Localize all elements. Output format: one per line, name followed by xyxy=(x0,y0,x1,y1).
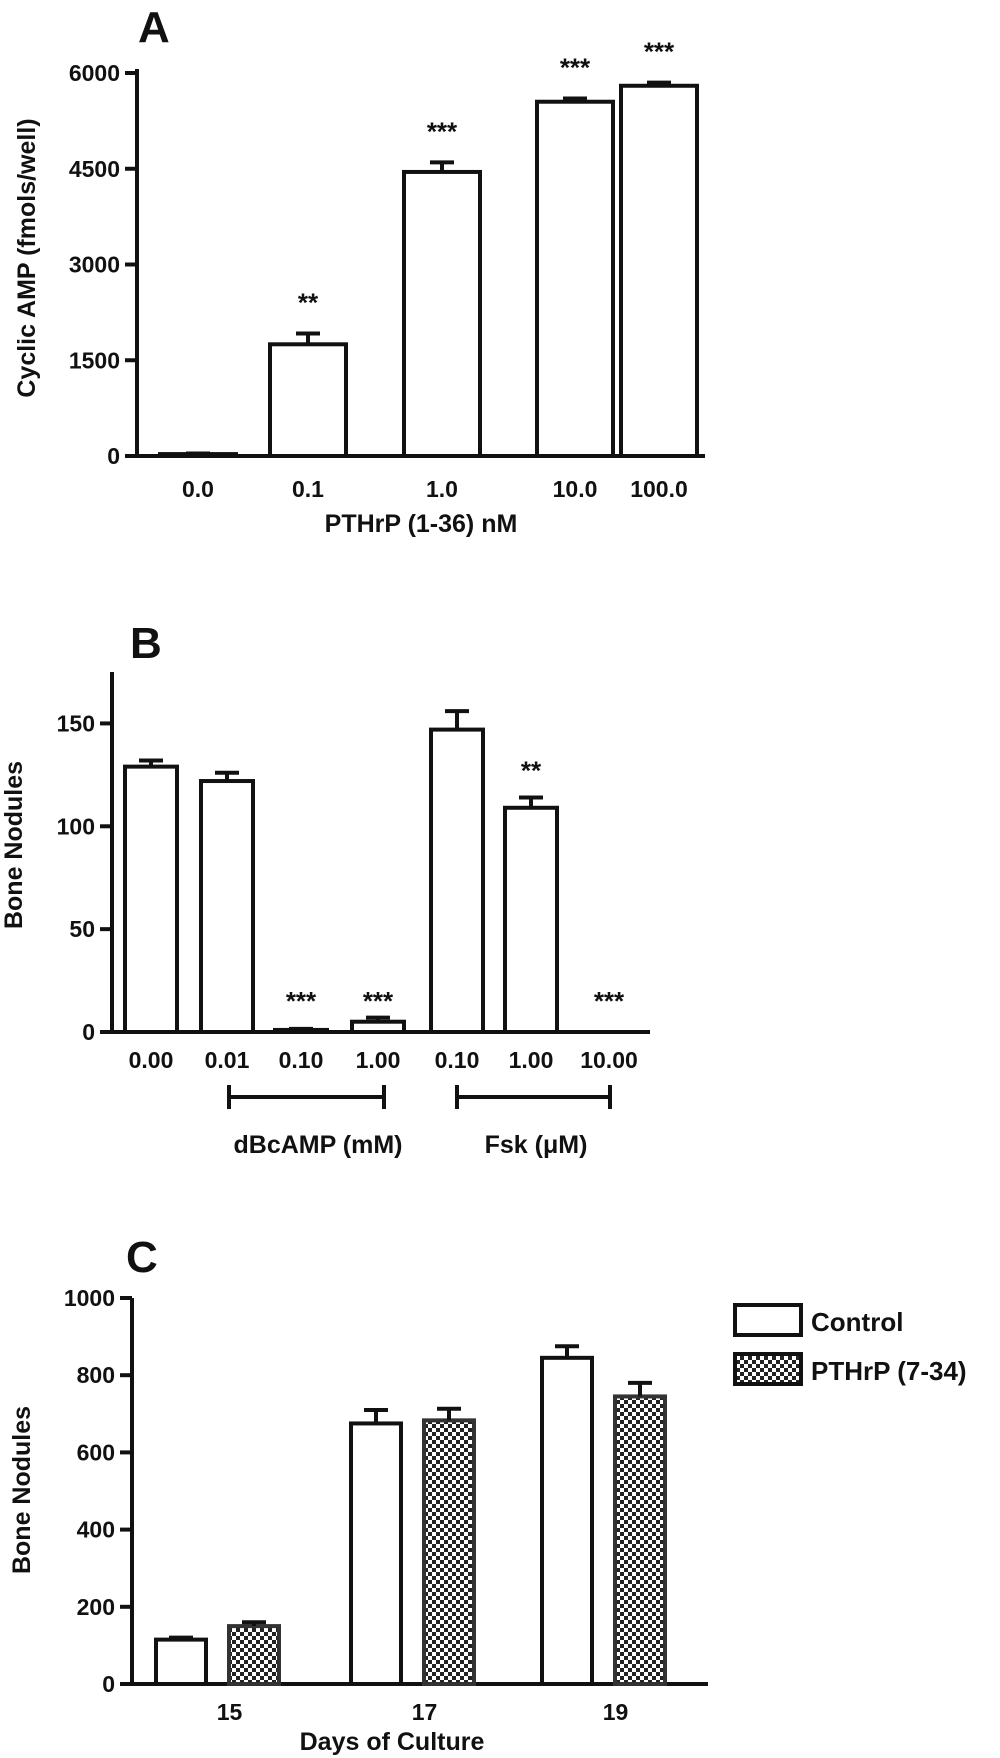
x-tick-label: 1.00 xyxy=(509,1047,554,1073)
bar xyxy=(350,1019,406,1035)
y-tick-label: 100 xyxy=(57,813,95,839)
bar xyxy=(535,99,615,458)
x-tick-label: 0.01 xyxy=(205,1047,250,1073)
y-axis-title: Cyclic AMP (fmols/well) xyxy=(13,118,41,397)
legend-label: PTHrP (7-34) xyxy=(811,1356,967,1386)
bar xyxy=(503,805,559,1034)
y-tick-label: 200 xyxy=(77,1594,115,1620)
y-axis-title: Bone Nodules xyxy=(8,1406,36,1574)
bar-control xyxy=(349,1421,403,1686)
panel-a: A 0 1500 3000 4500 6000 Cyclic AMP (fmols/well… xyxy=(13,3,705,538)
y-tick-label: 150 xyxy=(57,710,95,736)
y-tick-label: 800 xyxy=(77,1362,115,1388)
bar xyxy=(268,342,348,458)
x-tick-label: 19 xyxy=(603,1699,629,1725)
x-tick-label: 0.10 xyxy=(279,1047,324,1073)
bar xyxy=(429,727,485,1034)
x-tick-label: 100.0 xyxy=(630,476,688,502)
x-tick-label: 0.0 xyxy=(182,476,214,502)
bar xyxy=(199,779,255,1034)
bar-control xyxy=(540,1355,594,1686)
x-tick-label: 1.00 xyxy=(356,1047,401,1073)
legend-swatch xyxy=(733,1303,803,1337)
significance-label: *** xyxy=(644,37,675,67)
bar-pthrp-7-34 xyxy=(422,1418,476,1687)
x-tick-label: 17 xyxy=(412,1699,438,1725)
x-tick-label: 0.00 xyxy=(129,1047,174,1073)
y-tick-label: 1500 xyxy=(69,347,120,373)
significance-label: *** xyxy=(560,53,591,83)
panel-letter: C xyxy=(126,1233,158,1282)
significance-label: *** xyxy=(594,986,625,1016)
significance-label: ** xyxy=(521,755,542,785)
y-tick-label: 3000 xyxy=(69,252,120,278)
group-label-dbcamp: dBcAMP (mM) xyxy=(234,1131,403,1159)
x-tick-label: 15 xyxy=(217,1699,243,1725)
panel-letter: B xyxy=(130,619,162,668)
bar xyxy=(402,169,482,458)
legend-label: Control xyxy=(811,1307,903,1337)
significance-label: ** xyxy=(298,287,319,317)
x-tick-label: 1.0 xyxy=(426,476,458,502)
y-tick-label: 0 xyxy=(82,1019,95,1045)
bar-control xyxy=(154,1637,208,1686)
bar xyxy=(123,764,179,1035)
group-label-fsk: Fsk (μM) xyxy=(485,1131,588,1159)
significance-label: *** xyxy=(363,986,394,1016)
x-axis-title: Days of Culture xyxy=(300,1728,485,1756)
bar-pthrp-7-34 xyxy=(613,1394,667,1687)
y-tick-label: 4500 xyxy=(69,156,120,182)
y-tick-label: 0 xyxy=(107,443,120,469)
y-tick-label: 400 xyxy=(77,1517,115,1543)
x-tick-label: 0.1 xyxy=(292,476,324,502)
y-tick-label: 0 xyxy=(102,1671,115,1697)
panel-letter: A xyxy=(138,3,170,52)
significance-label: *** xyxy=(286,986,317,1016)
x-axis-title: PTHrP (1-36) nM xyxy=(325,510,518,538)
panel-b: B 0 50 100 150 Bone Nodules 0.00 0.01 0.10 *** 1.0… xyxy=(0,619,650,1159)
y-axis-title: Bone Nodules xyxy=(0,761,28,929)
y-tick-label: 50 xyxy=(69,916,95,942)
x-tick-label: 10.00 xyxy=(580,1047,638,1073)
bar-pthrp-7-34 xyxy=(227,1624,281,1686)
x-tick-label: 0.10 xyxy=(435,1047,480,1073)
y-tick-label: 600 xyxy=(77,1439,115,1465)
bar xyxy=(619,83,699,459)
legend-swatch xyxy=(733,1352,803,1386)
panel-c: C 0 200 400 600 800 1000 Bone Nodules Days of Cu… xyxy=(8,1233,967,1756)
y-tick-label: 1000 xyxy=(64,1285,115,1311)
x-tick-label: 10.0 xyxy=(553,476,598,502)
y-tick-label: 6000 xyxy=(69,60,120,86)
significance-label: *** xyxy=(427,116,458,146)
